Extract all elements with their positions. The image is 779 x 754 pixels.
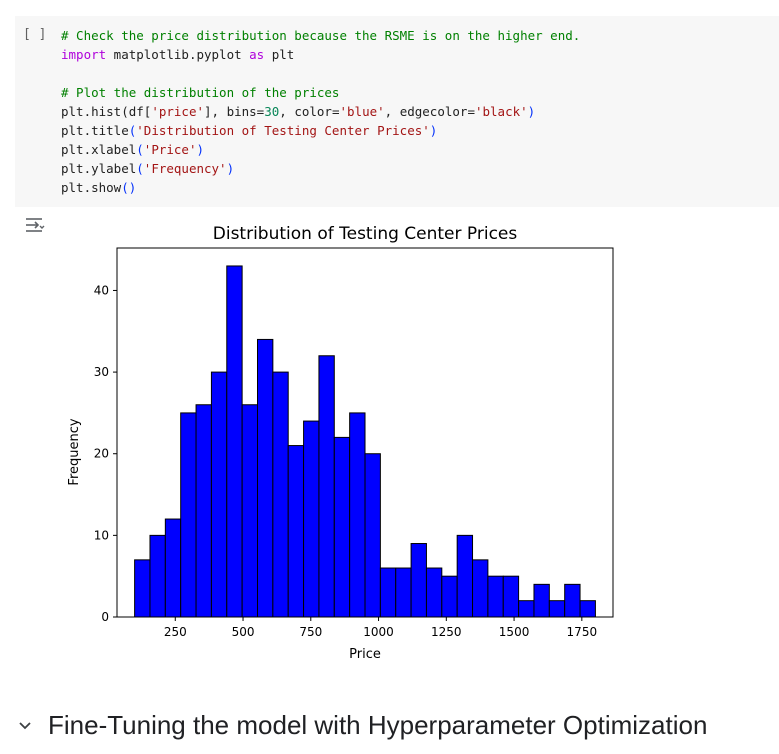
histogram-bar (518, 600, 535, 618)
section-header[interactable]: Fine-Tuning the model with Hyperparamete… (18, 707, 707, 743)
code-line: plt.xlabel('Price') (61, 140, 580, 159)
chart-title: Distribution of Testing Center Prices (213, 224, 518, 244)
code-token: 'blue' (339, 104, 385, 119)
code-token: ) (429, 123, 438, 138)
code-token: 'Frequency' (143, 161, 227, 176)
histogram-bar (195, 404, 212, 618)
code-line: # Check the price distribution because t… (61, 26, 580, 45)
histogram-bar (425, 567, 443, 618)
x-tick-label: 250 (164, 625, 187, 639)
histogram-bar (533, 583, 550, 618)
code-token: # Check the price distribution because t… (61, 28, 581, 43)
output-toggle-icon[interactable] (24, 216, 46, 236)
x-tick-label: 1000 (363, 625, 394, 639)
y-tick-label: 10 (94, 528, 109, 542)
histogram-bar (502, 575, 520, 618)
y-tick-label: 20 (94, 447, 109, 461)
histogram-bar (287, 445, 305, 618)
code-line: plt.ylabel('Frequency') (61, 159, 580, 178)
code-line: # Plot the distribution of the prices (61, 83, 580, 102)
code-token: import (61, 47, 107, 62)
code-editor[interactable]: # Check the price distribution because t… (61, 26, 580, 197)
code-line: plt.show() (61, 178, 580, 197)
histogram-bar (241, 404, 258, 618)
code-token: 'black' (474, 104, 528, 119)
run-cell-button[interactable]: [ ] (23, 27, 47, 42)
histogram-bar (472, 559, 489, 618)
code-token: 30 (264, 104, 280, 119)
y-tick-label: 0 (101, 610, 109, 624)
code-token: () (121, 180, 137, 195)
histogram-bar (441, 575, 458, 618)
histogram-bar (318, 355, 335, 618)
code-token: as (249, 47, 265, 62)
histogram-bar (410, 543, 427, 618)
x-tick-label: 750 (299, 625, 322, 639)
code-token: plt.title (61, 123, 129, 138)
code-token: ) (226, 161, 235, 176)
histogram-bar (548, 600, 566, 618)
histogram-bar (134, 559, 151, 618)
x-tick-label: 1500 (499, 625, 530, 639)
x-axis-label: Price (349, 647, 381, 662)
histogram-bar (256, 338, 274, 618)
histogram-bar (149, 534, 166, 618)
histogram-bar (226, 265, 243, 618)
code-token: # Plot the distribution of the prices (61, 85, 340, 100)
code-line: plt.hist(df['price'], bins=30, color='bl… (61, 102, 580, 121)
histogram-bar (303, 420, 320, 618)
code-token: , color= (279, 104, 340, 119)
code-token: ) (196, 142, 205, 157)
x-tick-label: 1250 (431, 625, 462, 639)
section-title: Fine-Tuning the model with Hyperparamete… (48, 709, 708, 740)
code-token: plt (264, 47, 295, 62)
code-line: import matplotlib.pyplot as plt (61, 45, 580, 64)
histogram-bar (379, 567, 397, 618)
code-line (61, 64, 580, 83)
plot-frame (116, 247, 614, 618)
code-token: , edgecolor= (384, 104, 475, 119)
y-axis-label: Frequency (67, 418, 82, 485)
code-cell[interactable]: [ ] # Check the price distribution becau… (15, 16, 779, 207)
code-token: ], bins= (204, 104, 265, 119)
code-token: matplotlib.pyplot (106, 47, 250, 62)
x-tick-label: 1750 (567, 625, 598, 639)
code-token: plt.xlabel (61, 142, 137, 157)
histogram-bar (272, 371, 289, 618)
code-token: ( (136, 161, 144, 176)
histogram-bar (564, 583, 581, 618)
y-tick-label: 30 (94, 365, 109, 379)
histogram-bar (164, 518, 182, 618)
y-tick-label: 40 (94, 283, 109, 297)
histogram-bar (180, 412, 197, 618)
code-token: 'price' (151, 104, 204, 119)
histogram-bar (579, 600, 596, 618)
code-token: 'Distribution of Testing Center Prices' (136, 123, 430, 138)
code-token: ( (128, 123, 137, 138)
histogram-figure: Distribution of Testing Center Prices 25… (60, 218, 630, 668)
code-token: plt.hist(df[ (61, 104, 152, 119)
code-token: plt.show (61, 180, 122, 195)
histogram-bar (395, 567, 412, 618)
x-tick-label: 500 (232, 625, 255, 639)
histogram-bar (333, 436, 351, 618)
code-token: ( (136, 142, 144, 157)
histogram-bar (210, 371, 228, 618)
code-token: plt.ylabel (61, 161, 137, 176)
histogram-bar (364, 453, 381, 618)
code-token: 'Price' (143, 142, 197, 157)
chevron-down-icon[interactable] (18, 718, 32, 732)
code-line: plt.title('Distribution of Testing Cente… (61, 121, 580, 140)
code-token: ) (527, 104, 536, 119)
histogram-chart: Distribution of Testing Center Prices 25… (67, 224, 614, 662)
histogram-bar (456, 534, 474, 618)
histogram-bar (487, 575, 504, 618)
histogram-bar (349, 412, 366, 618)
